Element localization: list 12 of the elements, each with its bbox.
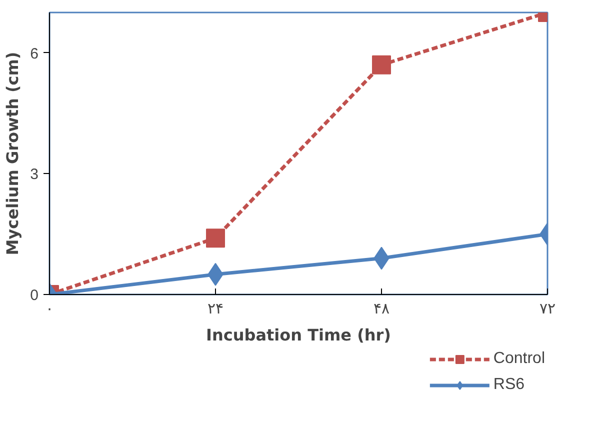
legend-label: Control xyxy=(493,350,545,368)
y-axis-title: Mycelium Growth (cm) xyxy=(3,52,22,256)
y-tick-label: 6 xyxy=(30,45,38,62)
x-tick-label: ۴۸ xyxy=(373,300,390,318)
line-series xyxy=(50,12,548,294)
x-tick-label: ۷۲ xyxy=(539,300,556,318)
y-tick-label: 3 xyxy=(30,166,38,184)
legend-label: RS6 xyxy=(493,376,525,394)
x-tick-label: ۲۴ xyxy=(207,300,224,318)
x-tick-label: ۰ xyxy=(45,300,54,318)
x-axis-title: Incubation Time (hr) xyxy=(206,326,391,344)
y-tick-label: 0 xyxy=(30,287,38,304)
